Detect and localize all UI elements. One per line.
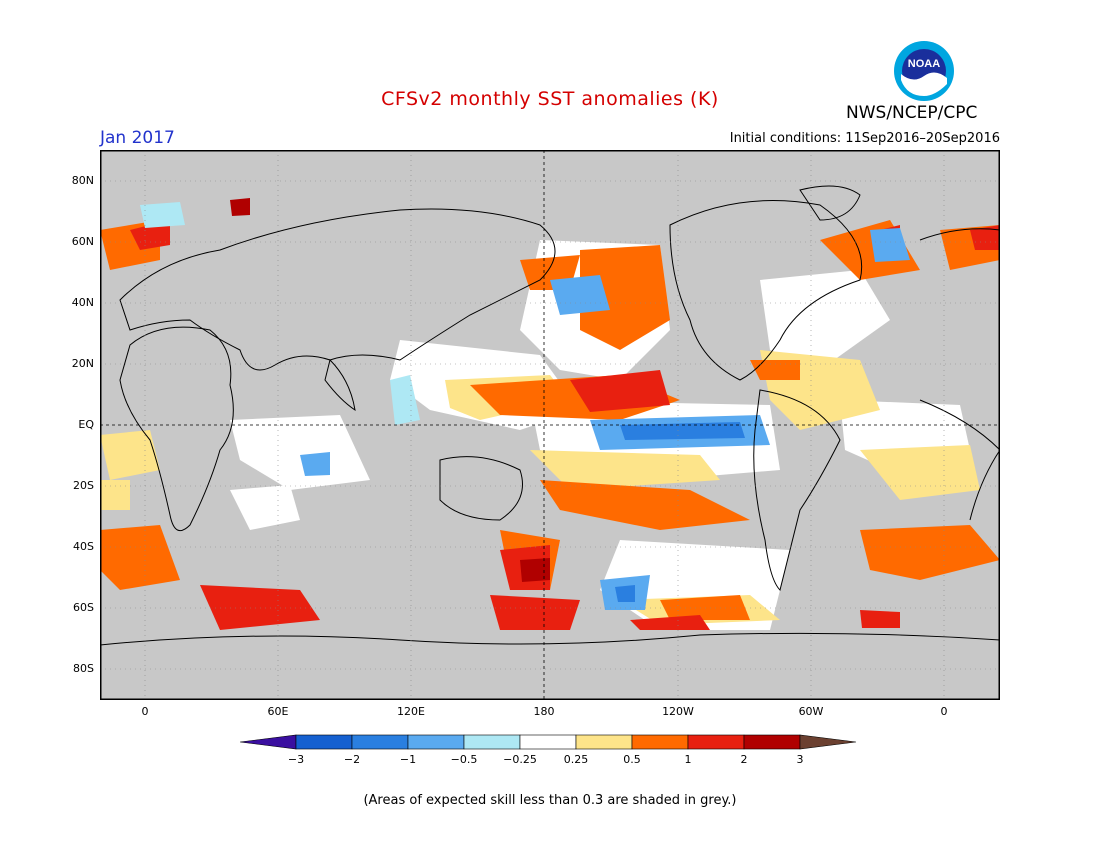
colorbar-label: −0.25	[503, 753, 537, 766]
y-tick-80n: 80N	[71, 174, 94, 187]
x-tick-120e: 120E	[397, 705, 425, 718]
colorbar-label: 0.5	[623, 753, 641, 766]
gridlines	[100, 150, 1000, 700]
map-title: CFSv2 monthly SST anomalies (K)	[381, 88, 719, 110]
colorbar-swatch-0	[239, 734, 297, 750]
y-tick-20n: 20N	[71, 357, 94, 370]
colorbar-swatch-1	[295, 734, 353, 750]
y-tick-40n: 40N	[71, 296, 94, 309]
y-tick-eq: EQ	[78, 418, 94, 431]
colorbar-label: 0.25	[563, 753, 589, 766]
x-tick-0-right: 0	[940, 705, 948, 718]
reference-lines	[100, 150, 1000, 700]
x-tick-0: 0	[141, 705, 149, 718]
colorbar-swatch-8	[687, 734, 745, 750]
colorbar-label: 2	[740, 753, 748, 766]
colorbar-swatch-2	[351, 734, 409, 750]
forecast-period: Jan 2017	[100, 128, 175, 148]
skill-footnote: (Areas of expected skill less than 0.3 a…	[363, 793, 737, 808]
colorbar-swatch-3	[407, 734, 465, 750]
colorbar-swatch-10	[799, 734, 857, 750]
x-tick-120w: 120W	[662, 705, 694, 718]
x-tick-180: 180	[533, 705, 555, 718]
logo-text: NOAA	[908, 58, 940, 70]
x-tick-60e: 60E	[267, 705, 289, 718]
agency-label: NWS/NCEP/CPC	[846, 103, 978, 123]
y-tick-40s: 40S	[73, 540, 94, 553]
y-tick-20s: 20S	[73, 479, 94, 492]
y-tick-80s: 80S	[73, 662, 94, 675]
colorbar-label: 1	[684, 753, 692, 766]
colorbar-swatch-9	[743, 734, 801, 750]
x-tick-60w: 60W	[798, 705, 824, 718]
darkred-anomaly-regions	[230, 198, 550, 582]
colorbar-label: 3	[796, 753, 804, 766]
negative-anomaly-regions	[140, 202, 910, 610]
colorbar-label: −3	[287, 753, 305, 766]
coastlines	[99, 185, 1001, 646]
colorbar-swatch-5	[519, 734, 577, 750]
red-anomaly-regions	[130, 220, 1000, 630]
colorbar-swatch-4	[463, 734, 521, 750]
map-frame	[100, 150, 1000, 700]
noaa-logo: NOAA	[893, 40, 955, 102]
colorbar-label: −0.5	[450, 753, 478, 766]
initial-conditions: Initial conditions: 11Sep2016–20Sep2016	[729, 131, 1000, 146]
y-tick-60n: 60N	[71, 235, 94, 248]
colorbar-label: −2	[343, 753, 361, 766]
colorbar-swatch-6	[575, 734, 633, 750]
colorbar	[239, 734, 860, 750]
colorbar-label: −1	[399, 753, 417, 766]
colorbar-swatch-7	[631, 734, 689, 750]
sst-anomaly-map	[99, 150, 1001, 700]
y-tick-60s: 60S	[73, 601, 94, 614]
